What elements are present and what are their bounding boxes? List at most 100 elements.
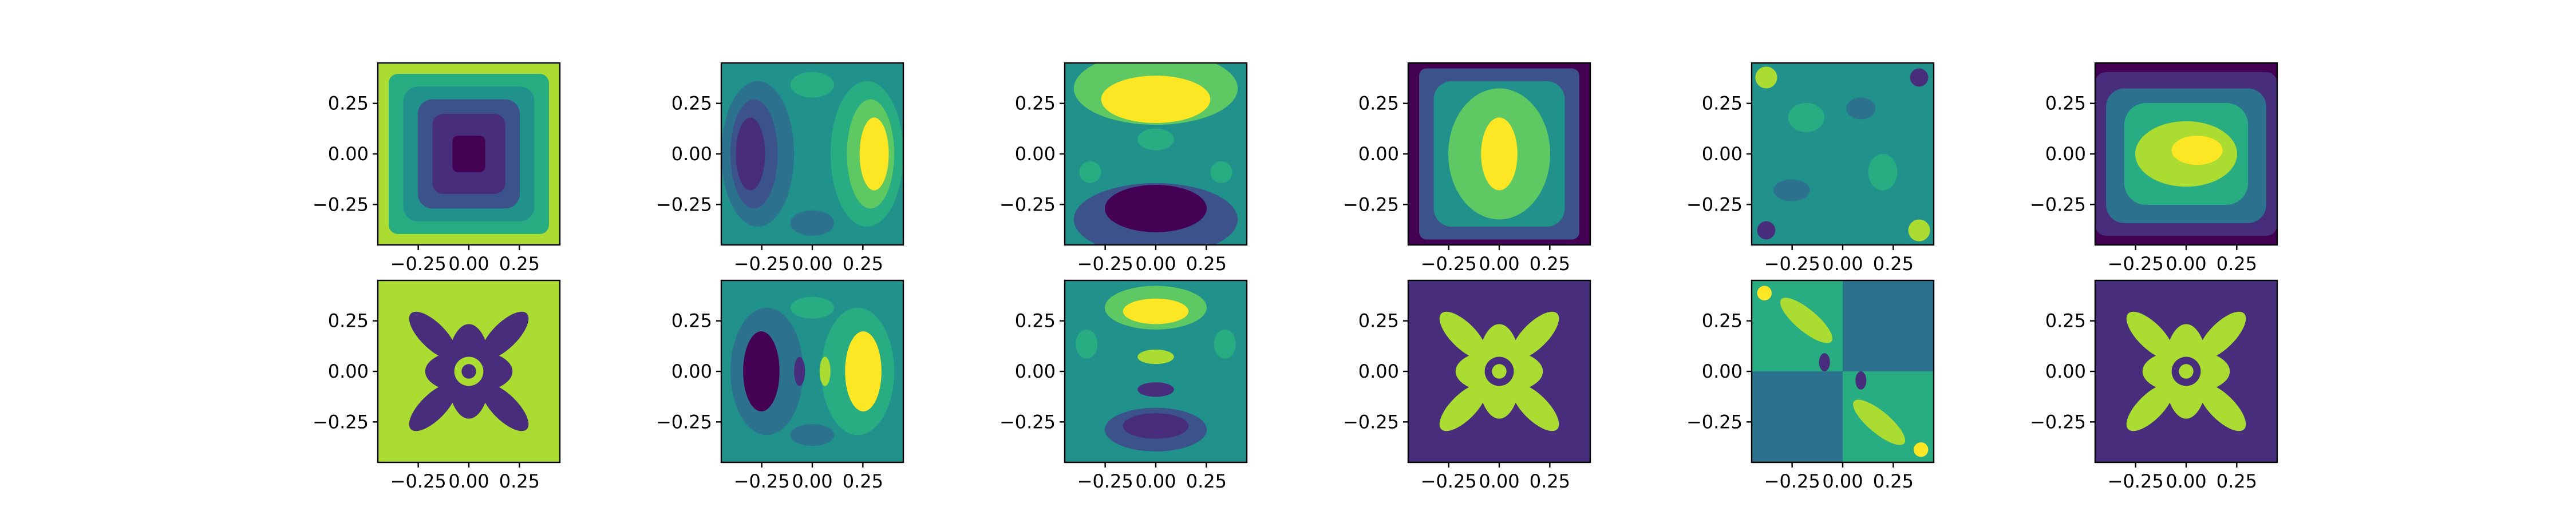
contour-level [790, 72, 835, 98]
contour-level [1752, 63, 1934, 245]
contour-level [2171, 136, 2223, 165]
x-tick-label: 0.25 [1186, 253, 1227, 275]
x-tick-label: 0.25 [1530, 470, 1570, 492]
x-tick-label: −0.25 [1421, 470, 1477, 492]
contour-level [1780, 298, 1832, 343]
contour-level [1846, 97, 1876, 120]
contour-level-center [461, 364, 476, 379]
x-tick-label: 0.25 [1873, 470, 1914, 492]
contour-level [1101, 76, 1211, 123]
contour-level [1914, 442, 1929, 457]
contour-level [1755, 66, 1777, 89]
x-tick-label: 0.25 [2217, 253, 2257, 275]
x-tick-label: 0.00 [448, 470, 489, 492]
contour-level [1843, 280, 1934, 371]
y-tick-label: 0.00 [1015, 143, 1056, 165]
contour-level-arm [2198, 311, 2246, 359]
contour-level [1819, 353, 1830, 371]
y-tick-label: 0.25 [1015, 310, 1056, 332]
y-tick-label: −0.25 [2030, 411, 2086, 433]
contour-fill [1752, 280, 1934, 462]
y-tick-label: 0.00 [671, 360, 712, 382]
y-tick-label: 0.00 [2045, 143, 2086, 165]
x-tick-label: 0.25 [2217, 470, 2257, 492]
y-tick-label: 0.25 [1358, 310, 1399, 332]
x-tick-label: 0.00 [792, 470, 832, 492]
x-tick-label: 0.25 [1530, 253, 1570, 275]
subplot-9: −0.250.000.25−0.25 0.00 0.25 [999, 279, 1248, 492]
contour-level-arm [481, 383, 529, 431]
contour-level [845, 331, 882, 411]
y-tick-label: −0.25 [2030, 193, 2086, 215]
y-tick-label: −0.25 [1343, 193, 1399, 215]
subplot-4: −0.250.000.25−0.25 0.00 0.25 [1343, 62, 1591, 275]
y-tick-label: 0.25 [2045, 93, 2086, 114]
x-tick-label: 0.00 [448, 253, 489, 275]
subplot-3: −0.250.000.25−0.25 0.00 0.25 [999, 62, 1248, 275]
contour-level-center [1492, 364, 1507, 379]
contour-level-center [2179, 364, 2194, 379]
contour-fill [378, 63, 560, 245]
contour-level [1079, 161, 1101, 183]
contour-level [794, 356, 805, 386]
y-tick-label: −0.25 [313, 411, 369, 433]
contour-fill [721, 63, 903, 245]
y-tick-label: 0.25 [328, 93, 369, 114]
contour-fill [1408, 280, 1590, 462]
contour-level [1137, 349, 1174, 365]
contour-level [859, 117, 889, 191]
contour-fill [1065, 63, 1247, 245]
contour-level [819, 356, 831, 386]
y-tick-label: 0.25 [2045, 310, 2086, 332]
y-tick-label: −0.25 [1343, 411, 1399, 433]
contour-level [1757, 221, 1776, 240]
y-tick-label: 0.00 [328, 360, 369, 382]
subplot-5: −0.250.000.25−0.25 0.00 0.25 [1686, 62, 1935, 275]
y-tick-label: 0.25 [328, 310, 369, 332]
y-tick-label: 0.00 [1015, 360, 1056, 382]
y-tick-label: −0.25 [656, 193, 712, 215]
y-tick-label: 0.00 [671, 143, 712, 165]
y-tick-label: 0.00 [2045, 360, 2086, 382]
x-tick-label: 0.00 [1822, 253, 1863, 275]
contour-level-arm [2126, 383, 2174, 431]
contour-level-arm [481, 311, 529, 359]
x-tick-label: −0.25 [1077, 253, 1133, 275]
contour-level [1773, 179, 1810, 201]
contour-level [1752, 371, 1843, 462]
contour-level [1137, 128, 1174, 150]
subplot-8: −0.250.000.25−0.25 0.00 0.25 [656, 279, 904, 492]
x-tick-label: −0.25 [1764, 253, 1820, 275]
contour-level [1908, 219, 1930, 241]
contour-level [452, 136, 485, 172]
x-tick-label: 0.25 [843, 470, 883, 492]
subplot-12: −0.250.000.25−0.25 0.00 0.25 [2030, 279, 2278, 492]
contour-fill [1752, 63, 1934, 245]
y-tick-label: 0.25 [1358, 93, 1399, 114]
contour-level [790, 424, 835, 446]
contour-level-arm [409, 383, 457, 431]
contour-level [790, 210, 835, 236]
contour-level [1855, 371, 1867, 390]
x-tick-label: −0.25 [734, 470, 790, 492]
contour-level [1123, 413, 1189, 439]
x-tick-label: 0.25 [499, 470, 540, 492]
y-tick-label: 0.25 [1702, 310, 1743, 332]
y-tick-label: 0.00 [1358, 360, 1399, 382]
contour-level-arm [1439, 383, 1487, 431]
x-tick-label: 0.00 [1135, 470, 1176, 492]
contour-level [1137, 382, 1174, 397]
contour-level [1104, 185, 1207, 232]
subplot-11: −0.250.000.25−0.25 0.00 0.25 [1686, 279, 1935, 492]
y-tick-label: 0.00 [1702, 143, 1743, 165]
contour-fill [721, 280, 903, 462]
y-tick-label: −0.25 [1686, 411, 1743, 433]
y-tick-label: 0.25 [671, 93, 712, 114]
x-tick-label: 0.25 [843, 253, 883, 275]
x-tick-label: 0.25 [1186, 470, 1227, 492]
y-tick-label: 0.25 [671, 310, 712, 332]
subplot-7: −0.250.000.25−0.25 0.00 0.25 [313, 279, 561, 492]
subplot-2: −0.250.000.25−0.25 0.00 0.25 [656, 62, 904, 275]
contour-level [1788, 102, 1825, 132]
